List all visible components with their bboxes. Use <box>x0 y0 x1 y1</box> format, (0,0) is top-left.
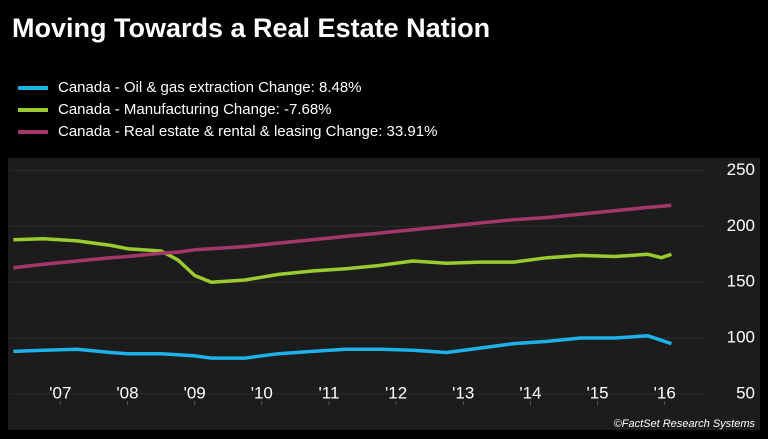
legend-label: Canada - Manufacturing Change: -7.68% <box>58 101 332 118</box>
x-tick-label: '11 <box>319 383 340 402</box>
x-tick-label: '13 <box>452 383 474 402</box>
x-tick-label: '07 <box>49 383 71 402</box>
chart-title: Moving Towards a Real Estate Nation <box>12 13 490 43</box>
x-tick-label: '16 <box>654 383 676 402</box>
y-tick-label: 200 <box>727 216 755 235</box>
x-tick-label: '08 <box>116 383 138 402</box>
x-tick-label: '15 <box>586 383 608 402</box>
x-tick-label: '12 <box>385 383 407 402</box>
y-tick-label: 150 <box>727 272 755 291</box>
y-tick-label: 50 <box>736 383 755 402</box>
x-tick-label: '14 <box>519 383 541 402</box>
source: ©FactSet Research Systems <box>614 418 756 430</box>
x-tick-label: '09 <box>184 383 206 402</box>
y-tick-label: 100 <box>727 328 755 347</box>
y-tick-label: 250 <box>727 160 755 179</box>
plot-panel <box>8 158 760 430</box>
legend-label: Canada - Oil & gas extraction Change: 8.… <box>58 79 362 96</box>
series-line <box>13 236 672 284</box>
series-line <box>13 334 672 360</box>
legend-label: Canada - Real estate & rental & leasing … <box>58 123 437 140</box>
x-tick-label: '10 <box>251 383 273 402</box>
series-line <box>13 203 672 270</box>
